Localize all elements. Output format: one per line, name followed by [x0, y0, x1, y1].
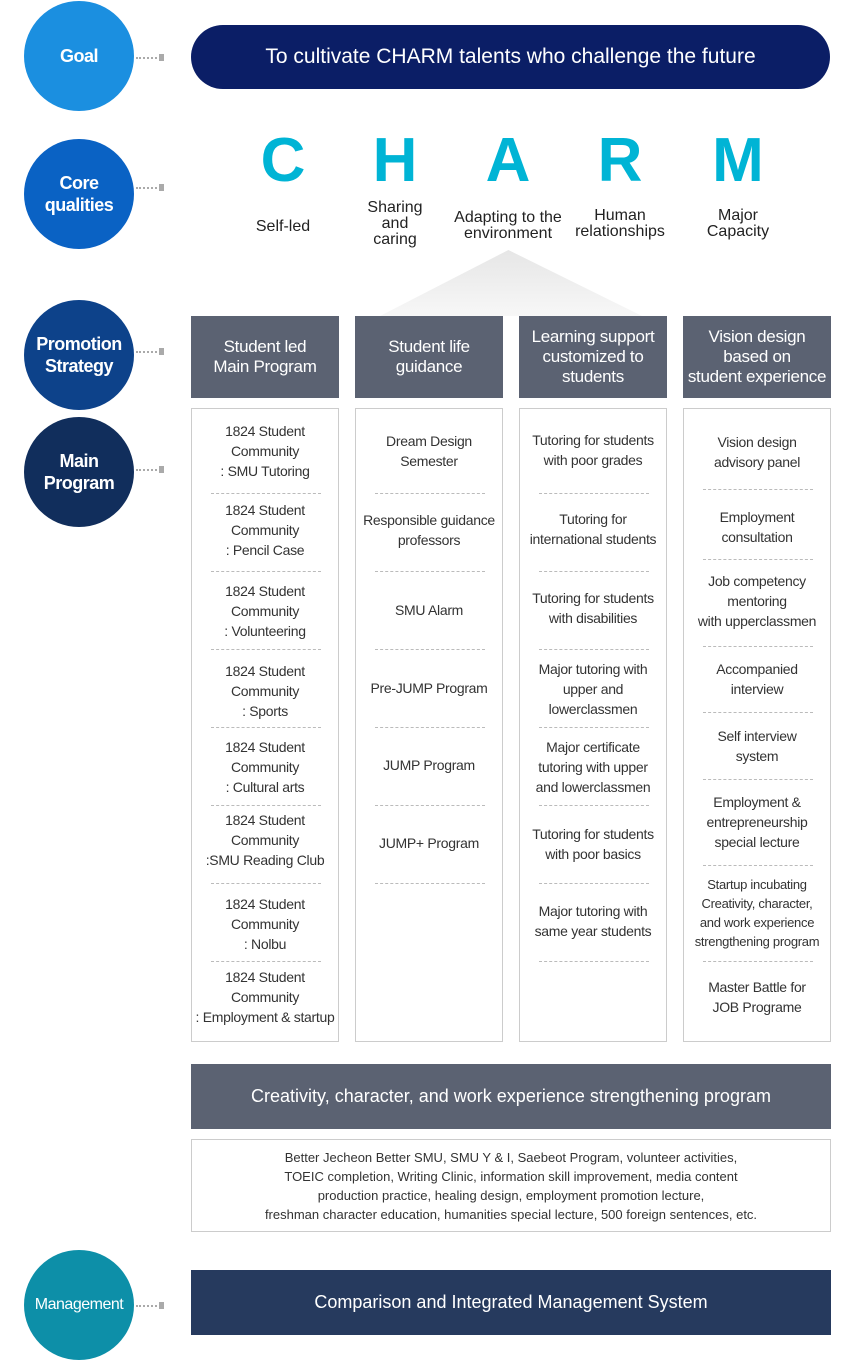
program-item: Master Battle for JOB Programe — [708, 979, 806, 1015]
main-program-circle: Main Program — [24, 417, 134, 527]
management-circle: Management — [24, 1250, 134, 1360]
program-item: 1824 Student Community : Pencil Case — [225, 502, 305, 558]
program-item: 1824 Student Community : Cultural arts — [225, 739, 305, 795]
divider — [211, 883, 321, 884]
quality-label: Sharing and caring — [367, 199, 423, 248]
strategy-header: Learning support customized to students — [519, 316, 667, 398]
management-banner: Comparison and Integrated Management Sys… — [191, 1270, 831, 1335]
program-item: Dream Design Semester — [386, 433, 472, 469]
divider — [703, 779, 813, 780]
creativity-program-details: Better Jecheon Better SMU, SMU Y & I, Sa… — [191, 1139, 831, 1232]
program-item: Employment consultation — [719, 509, 795, 545]
promotion-strategy-circle: Promotion Strategy — [24, 300, 134, 410]
goal-banner: To cultivate CHARM talents who challenge… — [191, 25, 830, 89]
program-item: 1824 Student Community : SMU Tutoring — [220, 423, 310, 479]
program-item: JUMP Program — [383, 757, 475, 773]
divider — [375, 649, 485, 650]
divider — [539, 727, 649, 728]
program-item: JUMP+ Program — [379, 835, 479, 851]
connector — [136, 348, 164, 357]
quality-label: Human relationships — [575, 207, 665, 240]
program-item: 1824 Student Community : Volunteering — [224, 583, 306, 639]
divider — [375, 493, 485, 494]
divider — [211, 649, 321, 650]
divider — [211, 493, 321, 494]
program-item: SMU Alarm — [394, 602, 464, 618]
program-list: Dream Design Semester Responsible guidanc… — [355, 408, 503, 1042]
quality-letter-m: M — [712, 126, 764, 195]
quality-letter-h: H — [372, 126, 418, 195]
program-item: 1824 Student Community : Sports — [225, 663, 305, 719]
connector — [136, 466, 164, 475]
program-item: Responsible guidance professors — [363, 512, 495, 548]
program-item: Major tutoring with same year students — [534, 903, 652, 939]
divider — [375, 571, 485, 572]
connector — [136, 184, 164, 193]
program-item: Vision design advisory panel — [713, 434, 801, 470]
program-item: Tutoring for international students — [529, 511, 657, 547]
quality-label: Major Capacity — [706, 207, 770, 240]
divider — [375, 805, 485, 806]
divider — [703, 646, 813, 647]
divider — [375, 727, 485, 728]
quality-label: Self-led — [255, 218, 311, 235]
program-item: Employment & entrepreneurship special le… — [706, 794, 808, 850]
divider — [539, 961, 649, 962]
core-qualities-circle: Core qualities — [24, 139, 134, 249]
program-list: Vision design advisory panel Employment c… — [683, 408, 831, 1042]
quality-label: Adapting to the environment — [454, 209, 562, 242]
quality-letter-c: C — [260, 126, 306, 195]
program-list: Tutoring for students with poor grades Tu… — [519, 408, 667, 1042]
divider — [211, 805, 321, 806]
goal-circle: Goal — [24, 1, 134, 111]
program-item: Pre-JUMP Program — [370, 680, 488, 696]
program-item: Major tutoring with upper and lowerclass… — [538, 661, 648, 717]
strategy-header: Student led Main Program — [191, 316, 339, 398]
divider — [211, 727, 321, 728]
connector — [136, 54, 164, 63]
divider — [539, 805, 649, 806]
divider — [539, 883, 649, 884]
quality-letter-r: R — [597, 126, 643, 195]
divider — [539, 571, 649, 572]
program-item: Major certificate tutoring with upper an… — [535, 739, 651, 795]
program-list: 1824 Student Community : SMU Tutoring 182… — [191, 408, 339, 1042]
program-item: 1824 Student Community : Employment & st… — [195, 969, 335, 1025]
program-item: 1824 Student Community : Nolbu — [225, 896, 305, 952]
divider — [375, 883, 485, 884]
strategy-header: Student life guidance — [355, 316, 503, 398]
program-item: Tutoring for students with poor basics — [532, 826, 654, 862]
creativity-program-header: Creativity, character, and work experien… — [191, 1064, 831, 1129]
divider — [211, 961, 321, 962]
quality-letter-a: A — [485, 126, 531, 195]
divider — [703, 961, 813, 962]
divider — [539, 493, 649, 494]
divider — [539, 649, 649, 650]
program-item: Accompanied interview — [716, 661, 798, 697]
program-item: Job competency mentoring with upperclass… — [697, 573, 817, 629]
program-item: Startup incubating Creativity, character… — [694, 877, 820, 949]
highlight-triangle — [380, 250, 642, 316]
program-item: Self interview system — [717, 728, 797, 764]
divider — [703, 712, 813, 713]
divider — [703, 489, 813, 490]
program-item: Tutoring for students with disabilities — [532, 590, 654, 626]
divider — [703, 865, 813, 866]
program-item: Tutoring for students with poor grades — [532, 432, 654, 468]
divider — [703, 559, 813, 560]
connector — [136, 1302, 164, 1311]
program-item: 1824 Student Community :SMU Reading Club — [205, 812, 325, 868]
divider — [211, 571, 321, 572]
strategy-header: Vision design based on student experienc… — [683, 316, 831, 398]
